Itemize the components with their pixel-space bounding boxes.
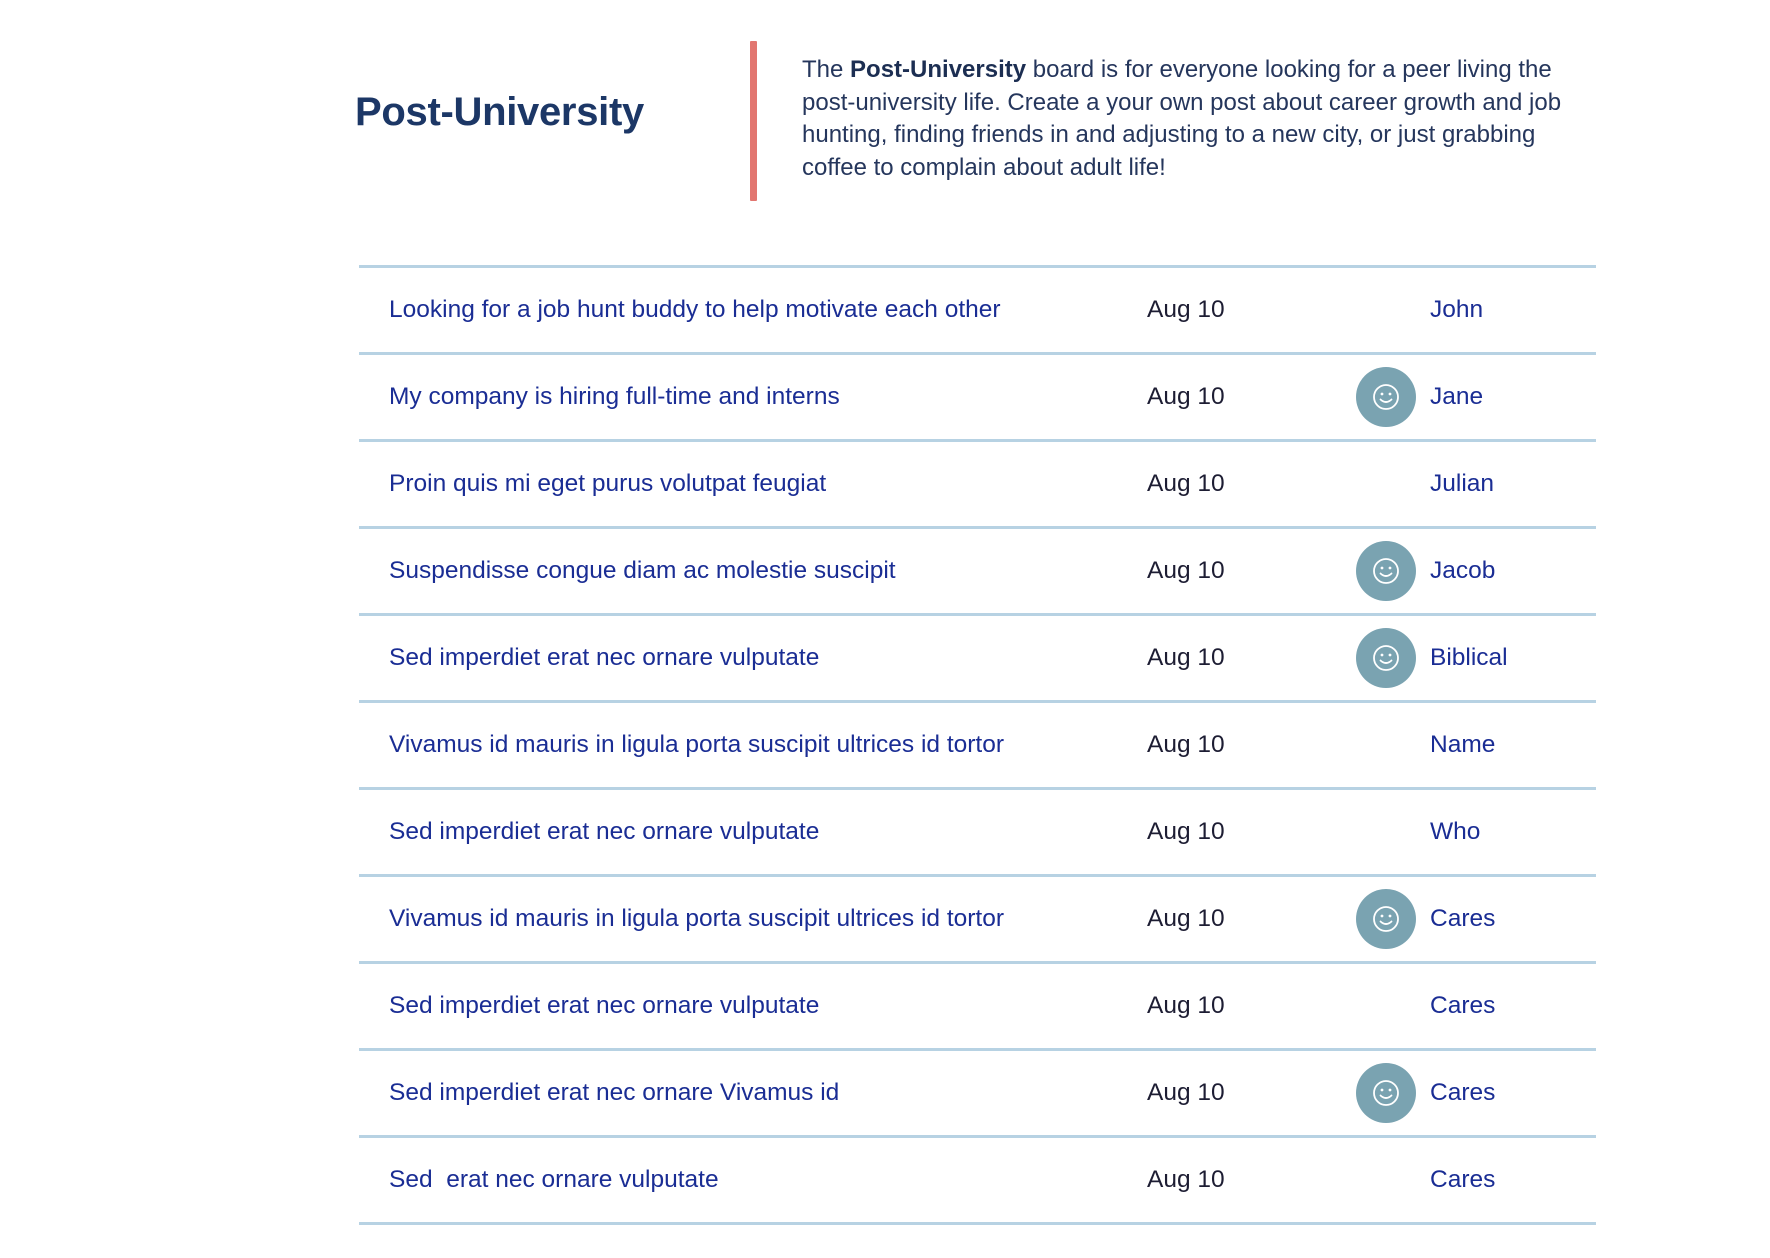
- post-row-9[interactable]: Sed imperdiet erat nec ornare vulputate …: [359, 964, 1596, 1051]
- post-author-link[interactable]: Name: [1430, 731, 1496, 758]
- board-header: Post-University The Post-University boar…: [0, 0, 1770, 240]
- post-list: Looking for a job hunt buddy to help mot…: [359, 265, 1596, 1225]
- post-author-link[interactable]: Who: [1430, 818, 1481, 845]
- post-date: Aug 10: [1147, 557, 1225, 584]
- post-date: Aug 10: [1147, 470, 1225, 497]
- smiley-face-icon: [1373, 558, 1399, 584]
- avatar-cares[interactable]: [1356, 1063, 1416, 1123]
- post-row-6[interactable]: Vivamus id mauris in ligula porta suscip…: [359, 703, 1596, 790]
- post-author-link[interactable]: Jacob: [1430, 557, 1496, 584]
- board-title: Post-University: [355, 90, 644, 134]
- post-title-link[interactable]: Sed imperdiet erat nec ornare vulputate: [389, 644, 820, 671]
- post-author-link[interactable]: Julian: [1430, 470, 1495, 497]
- board-description-prefix: The: [802, 56, 851, 83]
- post-title-link[interactable]: Suspendisse congue diam ac molestie susc…: [389, 557, 896, 584]
- post-row-11[interactable]: Sed erat nec ornare vulputate Aug 10 Car…: [359, 1138, 1596, 1225]
- post-author-link[interactable]: Cares: [1430, 905, 1496, 932]
- accent-bar: [750, 41, 757, 201]
- post-author-link[interactable]: Cares: [1430, 1166, 1496, 1193]
- post-row-3[interactable]: Proin quis mi eget purus volutpat feugia…: [359, 442, 1596, 529]
- post-date: Aug 10: [1147, 1079, 1225, 1106]
- post-date: Aug 10: [1147, 905, 1225, 932]
- board-description: The Post-University board is for everyon…: [802, 54, 1562, 184]
- avatar-jacob[interactable]: [1356, 541, 1416, 601]
- post-author-link[interactable]: John: [1430, 296, 1484, 323]
- post-title-link[interactable]: Vivamus id mauris in ligula porta suscip…: [389, 905, 1005, 932]
- post-row-2[interactable]: My company is hiring full-time and inter…: [359, 355, 1596, 442]
- post-date: Aug 10: [1147, 1166, 1225, 1193]
- post-date: Aug 10: [1147, 731, 1225, 758]
- post-date: Aug 10: [1147, 992, 1225, 1019]
- post-author-link[interactable]: Jane: [1430, 383, 1484, 410]
- post-row-8[interactable]: Vivamus id mauris in ligula porta suscip…: [359, 877, 1596, 964]
- post-row-5[interactable]: Sed imperdiet erat nec ornare vulputate …: [359, 616, 1596, 703]
- post-title-link[interactable]: Looking for a job hunt buddy to help mot…: [389, 296, 1001, 323]
- post-row-1[interactable]: Looking for a job hunt buddy to help mot…: [359, 268, 1596, 355]
- post-author-link[interactable]: Cares: [1430, 992, 1496, 1019]
- post-date: Aug 10: [1147, 818, 1225, 845]
- post-title-link[interactable]: Proin quis mi eget purus volutpat feugia…: [389, 470, 827, 497]
- post-author-link[interactable]: Cares: [1430, 1079, 1496, 1106]
- post-title-link[interactable]: Sed imperdiet erat nec ornare vulputate: [389, 992, 820, 1019]
- avatar-biblical[interactable]: [1356, 628, 1416, 688]
- post-title-link[interactable]: Sed erat nec ornare vulputate: [389, 1166, 719, 1193]
- post-title-link[interactable]: Sed imperdiet erat nec ornare vulputate: [389, 818, 820, 845]
- smiley-face-icon: [1373, 1080, 1399, 1106]
- smiley-face-icon: [1373, 384, 1399, 410]
- post-date: Aug 10: [1147, 383, 1225, 410]
- post-title-link[interactable]: My company is hiring full-time and inter…: [389, 383, 840, 410]
- post-date: Aug 10: [1147, 644, 1225, 671]
- post-row-10[interactable]: Sed imperdiet erat nec ornare Vivamus id…: [359, 1051, 1596, 1138]
- avatar-cares[interactable]: [1356, 889, 1416, 949]
- post-row-4[interactable]: Suspendisse congue diam ac molestie susc…: [359, 529, 1596, 616]
- post-title-link[interactable]: Vivamus id mauris in ligula porta suscip…: [389, 731, 1005, 758]
- board-description-bold: Post-University: [850, 56, 1027, 83]
- avatar-jane[interactable]: [1356, 367, 1416, 427]
- post-row-7[interactable]: Sed imperdiet erat nec ornare vulputate …: [359, 790, 1596, 877]
- board-description-suffix: board is for everyone looking for a peer…: [802, 56, 1562, 181]
- smiley-face-icon: [1373, 906, 1399, 932]
- smiley-face-icon: [1373, 645, 1399, 671]
- post-author-link[interactable]: Biblical: [1430, 644, 1508, 671]
- post-title-link[interactable]: Sed imperdiet erat nec ornare Vivamus id: [389, 1079, 840, 1106]
- post-date: Aug 10: [1147, 296, 1225, 323]
